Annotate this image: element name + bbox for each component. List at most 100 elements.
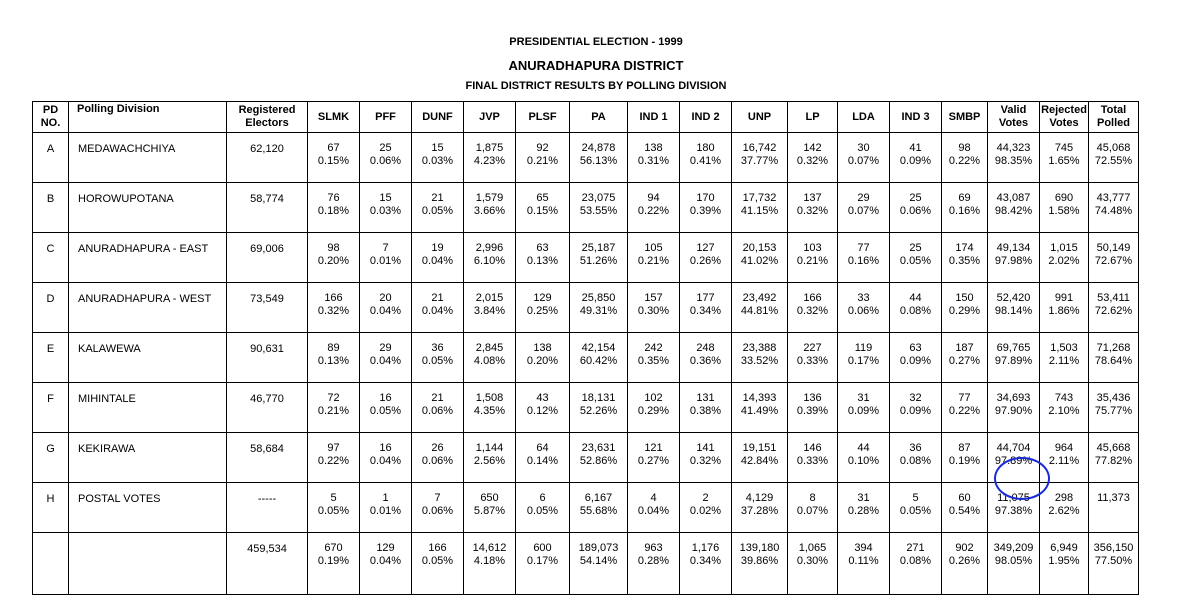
vote-percent: 0.32%	[317, 305, 350, 317]
registered-electors-cell: 58,774	[226, 182, 308, 233]
polling-division-cell: KEKIRAWA	[68, 432, 227, 483]
registered-electors-header: Registered Electors	[226, 101, 308, 133]
vote-cell: 6,167 55.68%	[569, 482, 628, 533]
vote-count: 60	[958, 492, 971, 504]
vote-cell: 105 0.21%	[627, 232, 680, 283]
party-header: LP	[787, 101, 838, 133]
vote-percent: 0.34%	[689, 305, 722, 317]
vote-percent: 0.04%	[421, 305, 454, 317]
vote-percent: 2.02%	[1048, 255, 1080, 267]
vote-cell: 129 0.25%	[515, 282, 570, 333]
vote-percent: 0.22%	[948, 405, 981, 417]
vote-cell: 180 0.41%	[679, 132, 732, 183]
vote-cell: 137 0.32%	[787, 182, 838, 233]
vote-cell: 20 0.04%	[359, 282, 412, 333]
vote-cell: 2,996 6.10%	[463, 232, 516, 283]
vote-cell: 25 0.06%	[889, 182, 942, 233]
vote-cell: 67 0.15%	[307, 132, 360, 183]
vote-percent: 74.48%	[1094, 205, 1133, 217]
vote-count: 271	[906, 542, 925, 554]
vote-cell: 36 0.08%	[889, 432, 942, 483]
vote-cell: 1,503 2.11%	[1039, 332, 1089, 383]
vote-count: 36	[431, 342, 444, 354]
vote-cell: 60 0.54%	[941, 482, 988, 533]
vote-cell: 30 0.07%	[837, 132, 890, 183]
vote-percent: 0.39%	[796, 405, 829, 417]
vote-count: 25	[379, 142, 392, 154]
vote-count: 146	[803, 442, 822, 454]
vote-percent: 2.62%	[1048, 505, 1080, 517]
vote-cell: 21 0.04%	[411, 282, 464, 333]
vote-count: 67	[327, 142, 340, 154]
vote-cell: 141 0.32%	[679, 432, 732, 483]
vote-cell: 1,875 4.23%	[463, 132, 516, 183]
vote-count: 53,411	[1097, 292, 1130, 304]
vote-cell: 45,068 72.55%	[1088, 132, 1139, 183]
party-header: SLMK	[307, 101, 360, 133]
vote-cell: 36 0.05%	[411, 332, 464, 383]
vote-cell: 43,777 74.48%	[1088, 182, 1139, 233]
vote-count: 45,068	[1096, 142, 1131, 154]
vote-cell: 166 0.32%	[787, 282, 838, 333]
vote-percent: 0.22%	[317, 455, 350, 467]
vote-count: 6,167	[584, 492, 613, 504]
vote-count: 5	[912, 492, 919, 504]
vote-count: 991	[1054, 292, 1074, 304]
vote-cell: 44,323 98.35%	[987, 132, 1040, 183]
vote-count: 94	[647, 192, 660, 204]
vote-count: 89	[327, 342, 340, 354]
vote-percent: 6.10%	[473, 255, 506, 267]
vote-percent: 0.27%	[948, 355, 981, 367]
vote-count: 129	[376, 542, 395, 554]
vote-percent: 0.03%	[421, 155, 454, 167]
vote-cell: 127 0.26%	[679, 232, 732, 283]
vote-cell: 16 0.04%	[359, 432, 412, 483]
vote-cell: 26 0.06%	[411, 432, 464, 483]
vote-cell: 23,075 53.55%	[569, 182, 628, 233]
vote-count: 1,176	[691, 542, 720, 554]
party-header: UNP	[731, 101, 788, 133]
registered-electors-cell: 58,684	[226, 432, 308, 483]
vote-cell: 1,176 0.34%	[679, 532, 732, 595]
vote-percent: 56.13%	[579, 155, 618, 167]
polling-division-cell: POSTAL VOTES	[68, 482, 227, 533]
vote-count: 600	[533, 542, 552, 554]
vote-count: 25,850	[581, 292, 616, 304]
vote-percent: 0.10%	[847, 455, 880, 467]
polling-division-cell: MIHINTALE	[68, 382, 227, 433]
vote-count: 2,015	[475, 292, 504, 304]
vote-cell: 19 0.04%	[411, 232, 464, 283]
vote-percent: 3.84%	[473, 305, 506, 317]
vote-cell: 271 0.08%	[889, 532, 942, 595]
vote-count: 18,131	[581, 392, 616, 404]
vote-percent: 77.50%	[1094, 555, 1133, 567]
vote-cell: 87 0.19%	[941, 432, 988, 483]
registered-electors-cell: 46,770	[226, 382, 308, 433]
vote-percent: 0.05%	[526, 505, 559, 517]
vote-count: 44,704	[996, 442, 1031, 454]
vote-count: 98	[958, 142, 971, 154]
vote-percent: 0.11%	[848, 555, 879, 567]
vote-cell: 69 0.16%	[941, 182, 988, 233]
vote-count: 20,153	[742, 242, 777, 254]
vote-percent: 0.30%	[637, 305, 670, 317]
vote-cell: 92 0.21%	[515, 132, 570, 183]
vote-cell: 102 0.29%	[627, 382, 680, 433]
vote-count: 129	[533, 292, 552, 304]
vote-cell: 31 0.09%	[837, 382, 890, 433]
vote-percent: 0.33%	[796, 355, 829, 367]
vote-percent: 0.29%	[637, 405, 670, 417]
pd-no-cell: F	[32, 382, 69, 433]
vote-cell: 743 2.10%	[1039, 382, 1089, 433]
vote-count: 71,268	[1096, 342, 1131, 354]
vote-percent: 97.89%	[994, 355, 1033, 367]
vote-percent: 0.08%	[899, 455, 932, 467]
vote-cell: 670 0.19%	[307, 532, 360, 595]
vote-count: 29	[379, 342, 392, 354]
vote-percent: 97.90%	[994, 405, 1033, 417]
vote-count: 76	[327, 192, 340, 204]
polling-division-cell: KALAWEWA	[68, 332, 227, 383]
vote-percent: 0.19%	[317, 555, 350, 567]
vote-cell: 31 0.28%	[837, 482, 890, 533]
valid-votes-total-circle-annotation	[994, 457, 1050, 500]
